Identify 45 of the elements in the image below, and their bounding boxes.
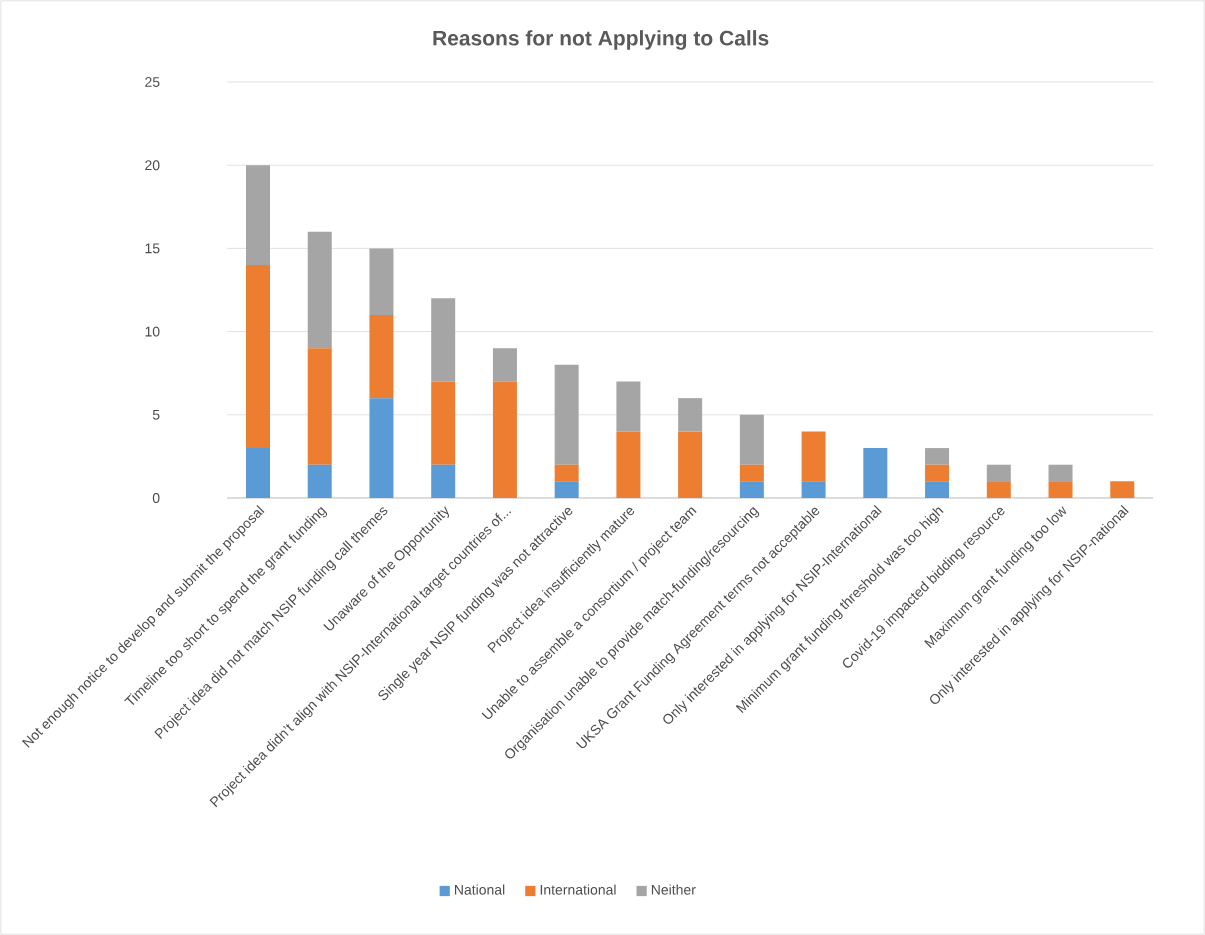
bar: [431, 381, 456, 465]
bar: [492, 348, 517, 382]
y-tick-label: 5: [152, 409, 160, 420]
bar: [307, 348, 332, 465]
bar: [431, 298, 456, 382]
bar: [739, 464, 764, 482]
bar: [492, 381, 517, 498]
legend-label: International: [540, 884, 616, 895]
bar: [369, 314, 394, 399]
bar: [616, 431, 641, 498]
bar: [246, 265, 270, 449]
chart-title: Reasons for not Applying to Calls: [433, 30, 769, 50]
bar: [986, 464, 1011, 482]
bar: [925, 448, 950, 465]
bar: [246, 165, 270, 266]
legend-label: National: [455, 884, 505, 895]
y-tick-label: 25: [145, 77, 160, 87]
bar: [925, 481, 950, 498]
bar: [554, 481, 579, 498]
bar: [554, 464, 579, 482]
bar: [986, 481, 1011, 498]
y-tick-label: 20: [145, 160, 160, 171]
bar: [801, 431, 826, 482]
bar: [1110, 481, 1135, 498]
bar: [307, 231, 332, 349]
bar: [739, 481, 764, 498]
bar: [739, 414, 764, 465]
bar: [369, 398, 394, 498]
bar: [554, 364, 579, 465]
bar: [801, 481, 826, 498]
bar: [431, 464, 456, 498]
y-tick-label: 10: [145, 326, 160, 337]
y-tick-label: 0: [152, 493, 160, 503]
y-tick-label: 15: [145, 243, 160, 254]
bar: [678, 398, 703, 432]
legend-label: Neither: [651, 884, 696, 895]
bar: [246, 448, 270, 498]
bar: [1048, 481, 1073, 498]
bar: [863, 448, 888, 498]
bar: [616, 381, 641, 432]
bar: [307, 464, 332, 498]
bar: [369, 248, 394, 315]
bar: [678, 431, 703, 498]
bar: [1048, 464, 1073, 482]
bar: [925, 464, 950, 482]
